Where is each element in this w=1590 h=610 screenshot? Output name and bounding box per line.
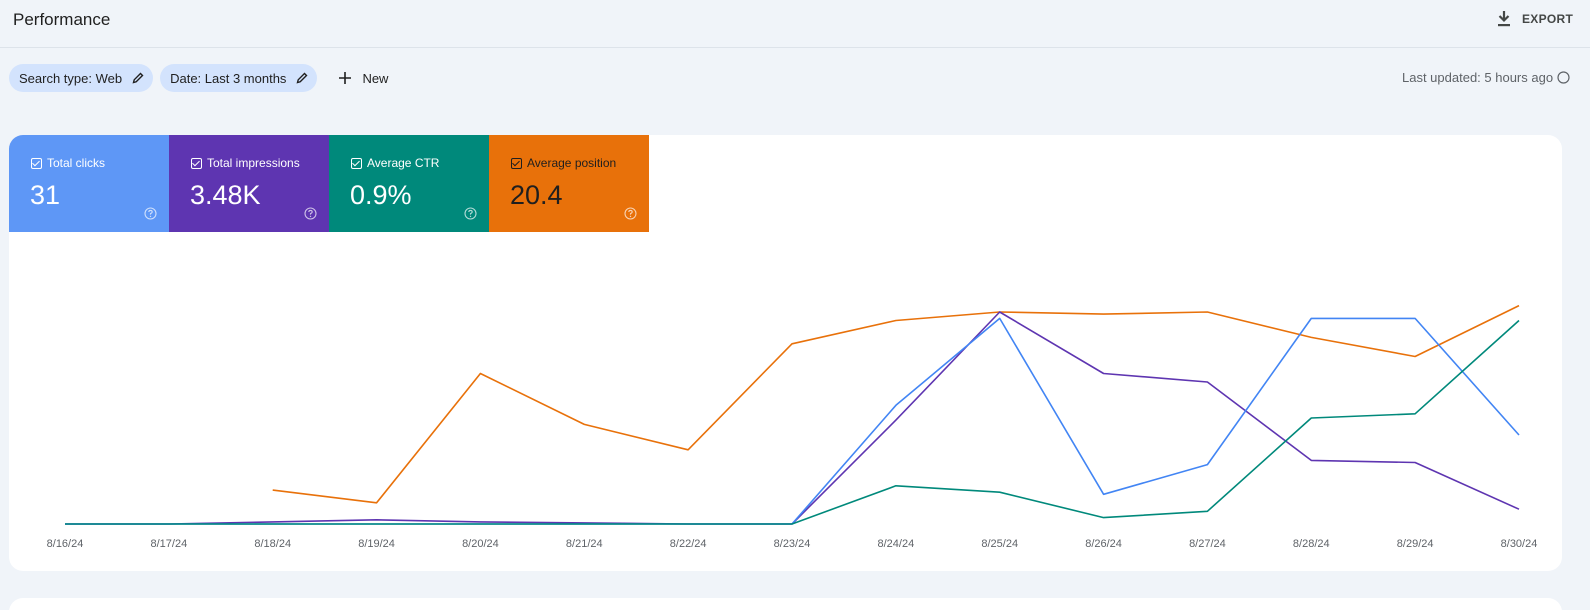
series-line-2 <box>65 317 1520 525</box>
export-label: EXPORT <box>1522 12 1574 26</box>
checkbox-icon[interactable] <box>31 157 42 169</box>
x-tick-label: 8/28/24 <box>1293 538 1330 550</box>
metric-value: 3.48K <box>190 180 261 210</box>
date-chip[interactable]: Date: Last 3 months <box>160 64 318 92</box>
metric-label: Average position <box>527 156 617 170</box>
plus-icon <box>339 72 352 84</box>
x-tick-label: 8/20/24 <box>462 538 499 550</box>
x-tick-label: 8/30/24 <box>1501 538 1538 550</box>
x-tick-label: 8/24/24 <box>878 538 915 550</box>
series-line-3 <box>65 319 1520 525</box>
help-icon[interactable] <box>1557 71 1570 84</box>
pencil-icon <box>296 72 308 84</box>
checkbox-icon[interactable] <box>351 157 362 169</box>
x-tick-label: 8/17/24 <box>151 538 188 550</box>
metric-average-position[interactable]: Average position 20.4 <box>489 135 649 232</box>
page-title: Performance <box>13 10 111 29</box>
search-type-chip[interactable]: Search type: Web <box>9 64 154 92</box>
metric-total-clicks[interactable]: Total clicks 31 <box>9 135 169 232</box>
help-icon[interactable] <box>624 207 637 220</box>
help-icon[interactable] <box>304 207 317 220</box>
checkbox-icon[interactable] <box>191 157 202 169</box>
new-filter-label: New <box>362 70 389 86</box>
x-tick-label: 8/27/24 <box>1189 538 1226 550</box>
performance-chart: 8/16/24 8/17/24 8/18/24 8/19/24 8/20/24 8/21/… <box>47 304 1538 550</box>
x-tick-label: 8/26/24 <box>1085 538 1122 550</box>
download-icon <box>1498 11 1510 27</box>
x-tick-label: 8/19/24 <box>358 538 395 550</box>
filter-bar: Search type: Web Date: Last 3 months New <box>9 64 398 92</box>
performance-card: 8/16/24 8/17/24 8/18/24 8/19/24 8/20/24 8/21/… <box>9 135 1562 571</box>
x-tick-label: 8/21/24 <box>566 538 603 550</box>
last-updated: Last updated: 5 hours ago <box>1402 70 1570 85</box>
metric-label: Average CTR <box>367 156 440 170</box>
chip-label: Date: Last 3 months <box>170 70 287 86</box>
metric-total-impressions[interactable]: Total impressions 3.48K <box>169 135 329 232</box>
secondary-card <box>9 598 1562 610</box>
metric-label: Total impressions <box>207 156 300 170</box>
series-line-0 <box>272 304 1520 504</box>
last-updated-text: Last updated: 5 hours ago <box>1402 70 1554 85</box>
help-icon[interactable] <box>144 207 157 220</box>
help-icon[interactable] <box>464 207 477 220</box>
x-tick-label: 8/16/24 <box>47 538 84 550</box>
x-tick-label: 8/29/24 <box>1397 538 1434 550</box>
metric-value: 31 <box>30 180 61 210</box>
x-tick-label: 8/18/24 <box>254 538 291 550</box>
metric-value: 0.9% <box>350 180 412 210</box>
new-filter-button[interactable]: New <box>328 64 398 92</box>
x-tick-label: 8/23/24 <box>774 538 811 550</box>
chip-label: Search type: Web <box>19 70 123 86</box>
metric-value: 20.4 <box>510 180 563 210</box>
metric-average-ctr[interactable]: Average CTR 0.9% <box>329 135 489 232</box>
checkbox-icon[interactable] <box>511 157 522 169</box>
pencil-icon <box>132 72 144 84</box>
x-tick-label: 8/25/24 <box>981 538 1018 550</box>
page-header: Performance EXPORT <box>0 0 1590 48</box>
metric-label: Total clicks <box>47 156 106 170</box>
export-button[interactable]: EXPORT <box>1496 10 1573 28</box>
x-tick-label: 8/22/24 <box>670 538 707 550</box>
